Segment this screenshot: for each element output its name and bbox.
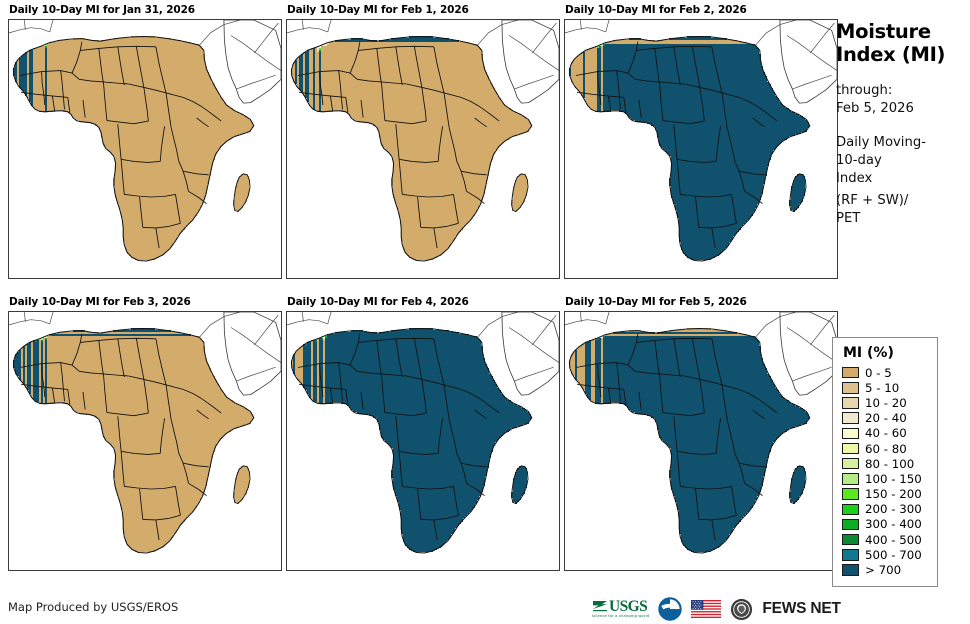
legend-item: 5 - 10 (842, 380, 937, 395)
usgs-logo[interactable]: USGS science for a changing world (592, 597, 649, 621)
panel-title: Daily 10-Day MI for Feb 4, 2026 (287, 296, 469, 308)
legend-item: 300 - 400 (842, 517, 937, 532)
legend-label: 10 - 20 (865, 395, 907, 410)
mi-raster-map (9, 312, 281, 570)
page-title-line-1: Moisture (836, 20, 931, 43)
fews-net-label: FEWS NET (762, 600, 841, 617)
map-panel-grid: Daily 10-Day MI for Jan 31, 2026 Daily 1… (8, 4, 840, 590)
legend-label: 100 - 150 (865, 471, 922, 486)
legend-swatch (842, 457, 859, 470)
panel-title: Daily 10-Day MI for Feb 1, 2026 (287, 4, 469, 16)
index-formula: (RF + SW)/ PET (836, 192, 964, 228)
map-panel-1[interactable]: Daily 10-Day MI for Feb 1, 2026 (286, 4, 560, 280)
us-flag-icon[interactable] (691, 600, 722, 618)
legend-swatch (842, 427, 859, 440)
map-panel-2[interactable]: Daily 10-Day MI for Feb 2, 2026 (564, 4, 838, 280)
legend-item: 400 - 500 (842, 532, 937, 547)
legend-item: 80 - 100 (842, 456, 937, 471)
map-credit: Map Produced by USGS/EROS (8, 600, 179, 614)
through-date: Feb 5, 2026 (836, 101, 914, 116)
legend-swatch (842, 397, 859, 409)
panel-title: Daily 10-Day MI for Feb 5, 2026 (565, 296, 747, 308)
legend-swatch (842, 564, 859, 576)
state-department-seal-icon[interactable] (730, 598, 753, 621)
panel-title: Daily 10-Day MI for Feb 3, 2026 (9, 296, 191, 308)
legend-item: 200 - 300 (842, 502, 937, 517)
legend-item: 10 - 20 (842, 395, 937, 410)
legend-item: 150 - 200 (842, 487, 937, 502)
legend-swatch (842, 442, 859, 455)
legend-label: 150 - 200 (865, 487, 922, 502)
usgs-mark-icon (593, 601, 607, 612)
panel-title: Daily 10-Day MI for Jan 31, 2026 (9, 4, 195, 16)
legend-item: 40 - 60 (842, 426, 937, 441)
panel-map-frame[interactable] (286, 311, 560, 571)
legend-swatch (842, 382, 859, 394)
formula-line-1: (RF + SW)/ (836, 193, 909, 208)
legend-swatch (842, 549, 859, 561)
agency-logo-row: USGS science for a changing world (592, 596, 841, 622)
page-title: Moisture Index (MI) (836, 20, 964, 66)
panel-map-frame[interactable] (564, 311, 838, 571)
formula-line-2: PET (836, 211, 861, 226)
mi-raster-map (287, 20, 559, 278)
legend-label: 300 - 400 (865, 517, 922, 532)
mi-raster-map (9, 20, 281, 278)
legend-swatch (842, 488, 859, 500)
page-title-line-2: Index (MI) (836, 43, 946, 66)
desc-line-3: Index (836, 171, 873, 186)
panel-title: Daily 10-Day MI for Feb 2, 2026 (565, 4, 747, 16)
legend-label: 500 - 700 (865, 547, 922, 562)
title-rail: Moisture Index (MI) through: Feb 5, 2026… (836, 20, 964, 228)
usgs-tagline: science for a changing world (592, 614, 650, 618)
legend-swatch (842, 503, 859, 516)
legend-label: 40 - 60 (865, 426, 907, 441)
legend-label: > 700 (865, 563, 902, 578)
legend-item: 60 - 80 (842, 441, 937, 456)
map-panel-0[interactable]: Daily 10-Day MI for Jan 31, 2026 (8, 4, 282, 280)
panel-map-frame[interactable] (8, 19, 282, 279)
legend-item: > 700 (842, 562, 937, 577)
map-panel-4[interactable]: Daily 10-Day MI for Feb 4, 2026 (286, 296, 560, 572)
legend-item: 20 - 40 (842, 411, 937, 426)
legend-swatch (842, 412, 859, 424)
desc-line-2: 10-day (836, 153, 882, 168)
through-label: through: (836, 83, 893, 98)
map-panel-3[interactable]: Daily 10-Day MI for Feb 3, 2026 (8, 296, 282, 572)
legend-item: 100 - 150 (842, 471, 937, 486)
legend-label: 0 - 5 (865, 365, 892, 380)
legend-title: MI (%) (843, 345, 894, 361)
noaa-logo-icon[interactable] (658, 597, 683, 621)
legend-label: 60 - 80 (865, 441, 907, 456)
legend-label: 20 - 40 (865, 411, 907, 426)
legend-item: 500 - 700 (842, 547, 937, 562)
legend-label: 400 - 500 (865, 532, 922, 547)
legend-item: 0 - 5 (842, 365, 937, 380)
legend-swatch (842, 533, 859, 546)
legend-label: 80 - 100 (865, 456, 915, 471)
panel-map-frame[interactable] (286, 19, 560, 279)
through-block: through: Feb 5, 2026 (836, 82, 964, 118)
panel-map-frame[interactable] (8, 311, 282, 571)
desc-line-1: Daily Moving- (836, 135, 926, 150)
legend-label: 5 - 10 (865, 380, 900, 395)
index-description: Daily Moving- 10-day Index (836, 134, 964, 188)
mi-raster-map (565, 20, 837, 278)
legend-swatch (842, 366, 859, 379)
panel-map-frame[interactable] (564, 19, 838, 279)
map-panel-5[interactable]: Daily 10-Day MI for Feb 5, 2026 (564, 296, 838, 572)
mi-raster-map (287, 312, 559, 570)
legend-swatch (842, 518, 859, 531)
mi-raster-map (565, 312, 837, 570)
legend-label: 200 - 300 (865, 502, 922, 517)
usgs-wordmark: USGS (609, 598, 648, 615)
legend-swatch (842, 473, 859, 485)
